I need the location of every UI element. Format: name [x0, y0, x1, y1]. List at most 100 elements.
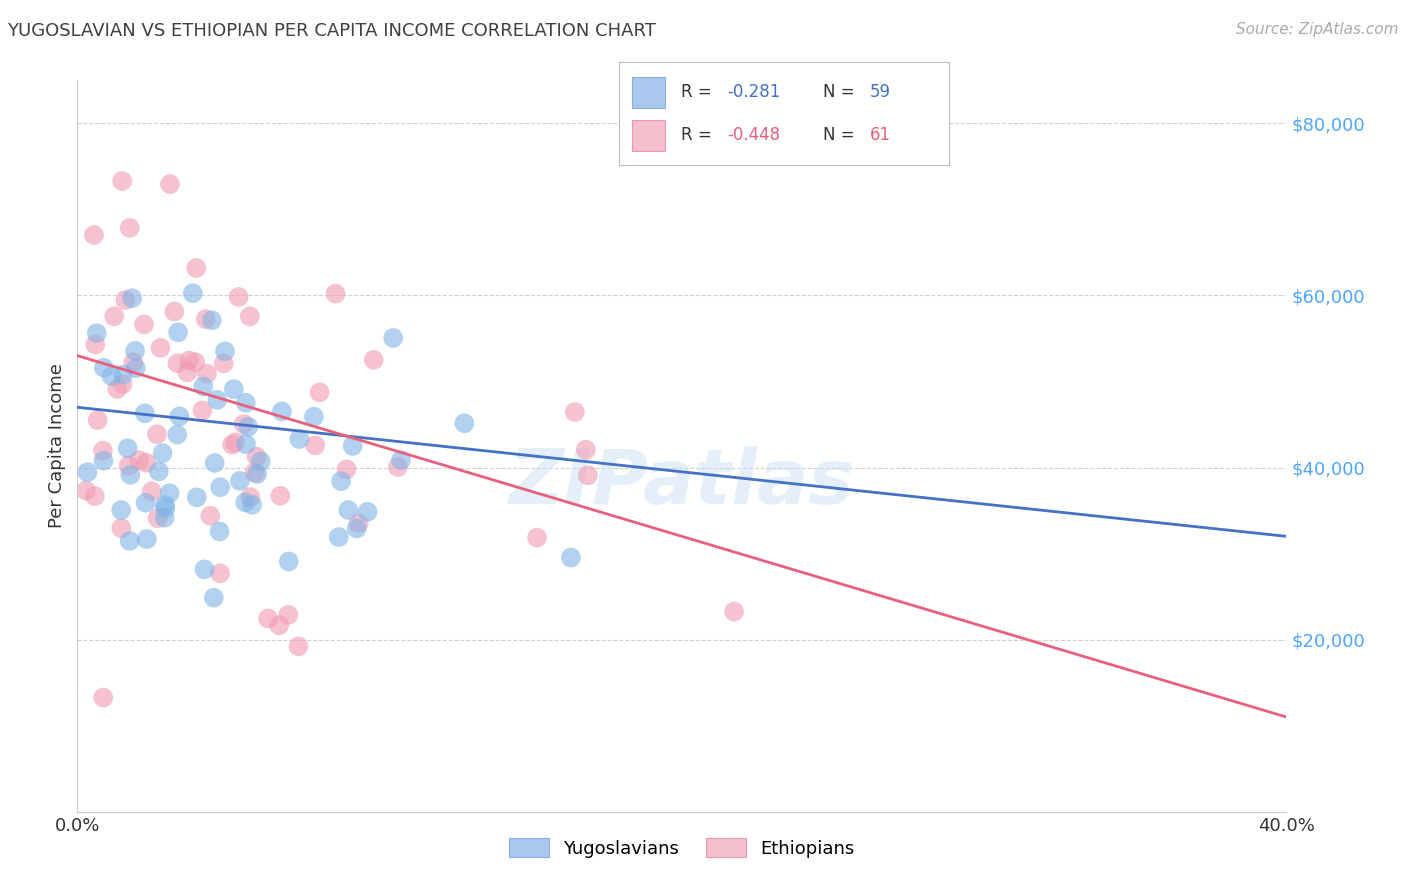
Point [121, 291, 143, 305]
Point [356, 505, 378, 519]
Point [100, 369, 122, 384]
Point [120, 467, 142, 482]
Point [249, 454, 271, 468]
Point [337, 503, 360, 517]
Point [193, 379, 215, 393]
Point [111, 174, 134, 188]
Point [105, 382, 128, 396]
Text: 61: 61 [870, 127, 891, 145]
Point [209, 480, 232, 494]
Point [229, 474, 252, 488]
Point [125, 361, 148, 376]
Point [723, 605, 745, 619]
FancyBboxPatch shape [631, 120, 665, 151]
Point [184, 355, 207, 369]
FancyBboxPatch shape [631, 77, 665, 108]
Point [91, 443, 114, 458]
Point [118, 458, 141, 473]
Point [335, 462, 357, 476]
Point [118, 221, 141, 235]
Point [387, 459, 409, 474]
Point [176, 365, 198, 379]
Point [246, 467, 269, 481]
Point [453, 416, 475, 430]
Point [201, 313, 224, 327]
Point [195, 367, 218, 381]
Point [155, 501, 177, 516]
Point [149, 341, 172, 355]
Text: YUGOSLAVIAN VS ETHIOPIAN PER CAPITA INCOME CORRELATION CHART: YUGOSLAVIAN VS ETHIOPIAN PER CAPITA INCO… [7, 22, 657, 40]
Point [240, 498, 263, 512]
Point [186, 260, 208, 275]
Point [110, 503, 132, 517]
Point [269, 489, 291, 503]
Point [389, 453, 412, 467]
Point [221, 437, 243, 451]
Point [194, 312, 217, 326]
Point [347, 516, 370, 531]
Point [124, 343, 146, 358]
Point [91, 690, 114, 705]
Point [146, 427, 169, 442]
Text: -0.448: -0.448 [728, 127, 780, 145]
Point [111, 377, 134, 392]
Point [243, 466, 266, 480]
Point [270, 404, 292, 418]
Y-axis label: Per Capita Income: Per Capita Income [48, 364, 66, 528]
Point [103, 310, 125, 324]
Point [169, 409, 191, 424]
Point [330, 474, 353, 488]
Point [246, 450, 269, 464]
Point [277, 607, 299, 622]
Point [110, 521, 132, 535]
Point [134, 406, 156, 420]
Point [576, 468, 599, 483]
Point [209, 566, 232, 581]
Point [233, 495, 256, 509]
Point [84, 337, 107, 351]
Point [325, 286, 347, 301]
Point [159, 177, 181, 191]
Point [166, 356, 188, 370]
Text: N =: N = [824, 83, 860, 101]
Point [86, 413, 108, 427]
Point [112, 368, 135, 382]
Point [132, 318, 155, 332]
Point [208, 524, 231, 539]
Point [191, 403, 214, 417]
Point [166, 427, 188, 442]
Point [122, 355, 145, 369]
Point [288, 432, 311, 446]
Point [135, 496, 157, 510]
Point [302, 409, 325, 424]
Point [114, 293, 136, 307]
Text: R =: R = [682, 127, 717, 145]
Point [277, 554, 299, 568]
Text: 59: 59 [870, 83, 891, 101]
Text: R =: R = [682, 83, 717, 101]
Point [153, 498, 176, 512]
Point [135, 456, 157, 470]
Point [152, 446, 174, 460]
Point [235, 437, 257, 451]
Point [128, 453, 150, 467]
Point [382, 331, 405, 345]
Point [83, 489, 105, 503]
Point [83, 227, 105, 242]
Point [86, 326, 108, 341]
Point [117, 442, 139, 456]
Point [526, 531, 548, 545]
Point [232, 417, 254, 431]
Point [207, 392, 229, 407]
Point [235, 396, 257, 410]
Point [342, 439, 364, 453]
Point [575, 442, 598, 457]
Point [304, 438, 326, 452]
Point [179, 353, 201, 368]
Text: Source: ZipAtlas.com: Source: ZipAtlas.com [1236, 22, 1399, 37]
Point [257, 611, 280, 625]
Text: ZIPatlas: ZIPatlas [509, 446, 855, 519]
Point [181, 286, 204, 301]
Point [224, 435, 246, 450]
Point [239, 310, 262, 324]
